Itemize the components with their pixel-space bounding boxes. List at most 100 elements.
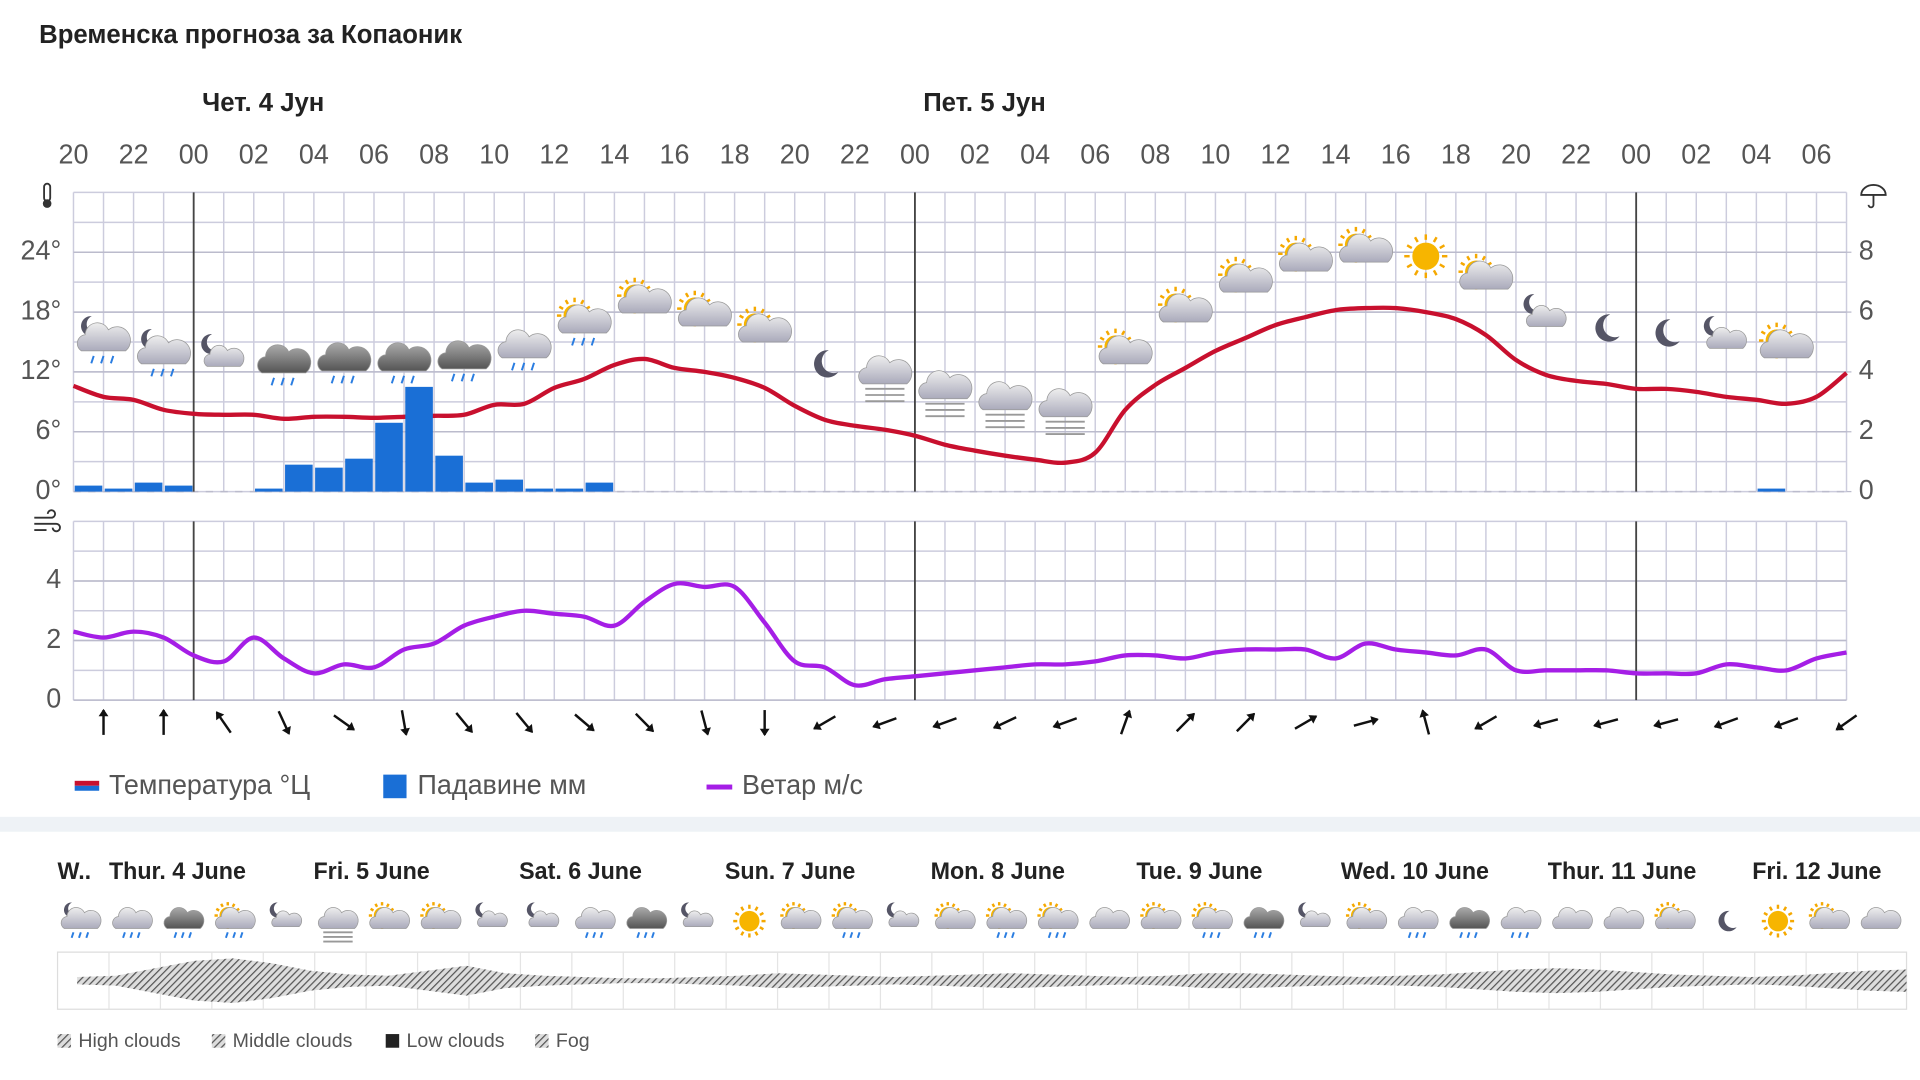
cloud [1706, 326, 1747, 349]
sun-ray [1825, 903, 1830, 908]
x-tick-label: 16 [660, 138, 690, 169]
rain [643, 931, 648, 939]
weather-icon [76, 316, 131, 364]
wind-arrow [1593, 718, 1619, 729]
rain [1260, 931, 1265, 939]
wind-arrow [98, 708, 109, 735]
cloud [738, 313, 792, 343]
sun-ray [374, 903, 379, 908]
y-tick-label: 12° [21, 354, 62, 385]
cloud [317, 342, 372, 372]
arrow-head [216, 711, 225, 721]
weather-icon [1761, 904, 1795, 938]
sun-ray [1285, 237, 1291, 243]
weather-icon [437, 340, 492, 382]
precip-bar [164, 485, 193, 492]
sun-ray [1460, 261, 1466, 267]
cloud [682, 910, 714, 928]
sun-ray [738, 314, 745, 319]
sun-ray [987, 907, 992, 912]
sun-ray [754, 906, 759, 912]
sun-ray [640, 279, 645, 285]
legend-swatch [74, 785, 100, 791]
cloud [1809, 907, 1850, 929]
x-tick-label: 08 [419, 138, 449, 169]
legend-label: Fog [556, 1030, 590, 1052]
rain [340, 375, 345, 384]
sun-ray [1439, 263, 1446, 269]
rain [1216, 931, 1221, 939]
series-line [73, 581, 1847, 688]
cloud [1218, 263, 1273, 293]
x-tick-label: 00 [179, 138, 209, 169]
arrow-head [464, 724, 473, 733]
sun-ray [1406, 263, 1413, 269]
x-tick-label: 12 [1261, 138, 1291, 169]
cloud [377, 342, 432, 372]
cloud [1299, 910, 1331, 928]
weather-icon [626, 907, 668, 939]
sun-ray [1003, 903, 1007, 908]
rain [1466, 931, 1471, 939]
umbrella-icon [1860, 184, 1887, 209]
weather-icon [1552, 907, 1593, 929]
cloud [626, 907, 668, 929]
moon [269, 902, 283, 918]
arrow-head [1835, 721, 1845, 731]
cloud [203, 344, 245, 367]
cloud [1459, 260, 1514, 290]
cloud [858, 355, 913, 385]
weather-icon [1338, 226, 1394, 263]
rain [996, 931, 1001, 939]
arrow-head [1122, 709, 1132, 719]
cloud [1759, 329, 1814, 359]
weather-icon [1218, 256, 1273, 293]
weather-icon [269, 902, 303, 928]
rain [224, 931, 229, 939]
y2-tick-label: 2 [1859, 414, 1874, 445]
rain [1268, 931, 1272, 939]
x-tick-label: 12 [539, 138, 569, 169]
sun [739, 910, 760, 932]
cloud [76, 322, 131, 352]
sun [1767, 910, 1789, 932]
wind-arrow [1294, 715, 1318, 730]
sun-ray [1763, 926, 1769, 931]
sun-ray [215, 907, 220, 912]
sun-ray [1481, 255, 1486, 261]
arrow-head [872, 719, 881, 730]
rain [571, 337, 576, 346]
wind-arrow [1773, 717, 1799, 730]
moon [526, 902, 540, 918]
rain [584, 931, 589, 939]
rain [1518, 931, 1522, 939]
rain [109, 355, 115, 364]
cloud [1525, 305, 1567, 327]
sun-ray [740, 931, 745, 936]
rain [280, 377, 285, 386]
arrow-head [932, 719, 941, 730]
day-label: Mon. 8 June [931, 858, 1065, 884]
weather-icon [377, 342, 432, 384]
weather-icon [1718, 910, 1737, 932]
sun-ray [1782, 906, 1788, 912]
x-tick-label: 16 [1381, 138, 1411, 169]
cloud [918, 370, 973, 400]
weather-icon [1523, 294, 1567, 327]
arrow-head [701, 727, 711, 736]
sun-ray [734, 926, 740, 931]
precip-bar [555, 488, 584, 492]
cloud [60, 907, 102, 929]
legend-label: Температура °Ц [109, 769, 310, 800]
precip-bar [465, 482, 493, 492]
sun-ray [1814, 903, 1819, 908]
weather-icon [1654, 902, 1696, 929]
sun-ray [558, 305, 564, 310]
sun-ray [760, 308, 765, 314]
x-tick-label: 00 [900, 138, 930, 169]
sun-ray [1787, 911, 1793, 917]
sun-ray [1279, 243, 1285, 249]
weather-icon [831, 902, 873, 939]
arrow-head [1773, 719, 1783, 730]
